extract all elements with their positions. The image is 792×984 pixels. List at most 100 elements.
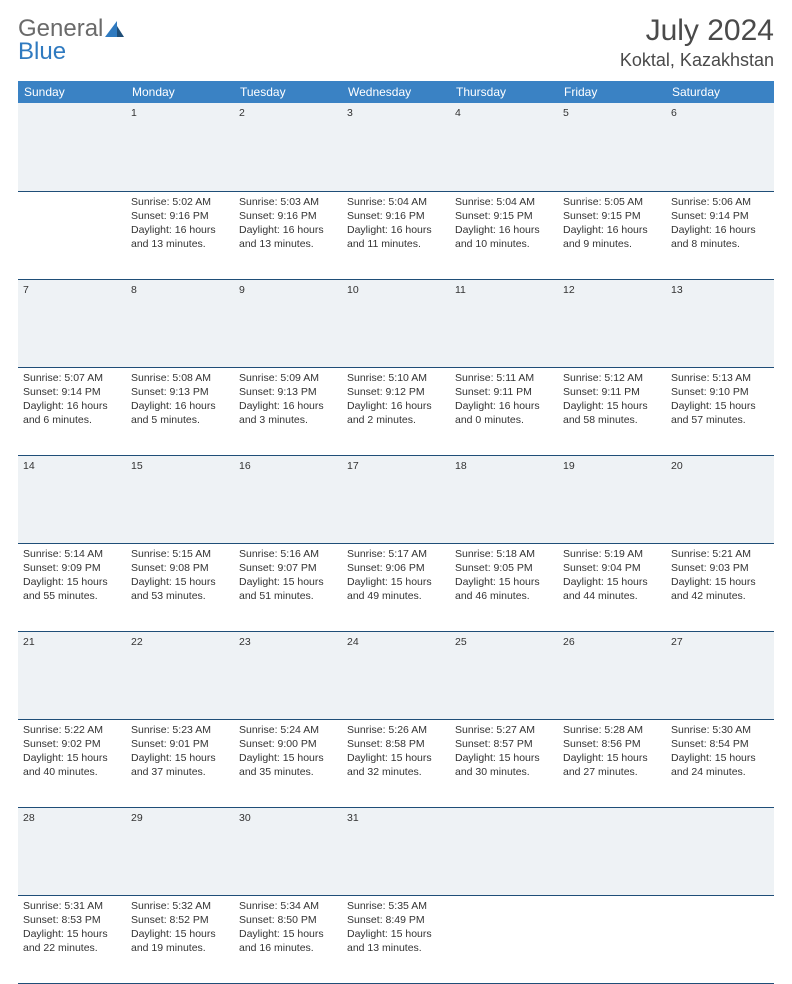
day-number (18, 103, 126, 191)
sunset-text: Sunset: 9:10 PM (671, 385, 769, 399)
sunrise-text: Sunrise: 5:24 AM (239, 723, 337, 737)
weekday-header: Saturday (666, 81, 774, 103)
day-number: 7 (18, 279, 126, 367)
week-row: Sunrise: 5:07 AMSunset: 9:14 PMDaylight:… (18, 367, 774, 455)
day-cell: Sunrise: 5:31 AMSunset: 8:53 PMDaylight:… (18, 895, 126, 983)
day-number: 22 (126, 631, 234, 719)
daylight-text: Daylight: 15 hours and 44 minutes. (563, 575, 661, 603)
sunrise-text: Sunrise: 5:07 AM (23, 371, 121, 385)
day-cell (558, 895, 666, 983)
day-cell: Sunrise: 5:07 AMSunset: 9:14 PMDaylight:… (18, 367, 126, 455)
sunset-text: Sunset: 9:02 PM (23, 737, 121, 751)
sunrise-text: Sunrise: 5:12 AM (563, 371, 661, 385)
sunset-text: Sunset: 9:14 PM (23, 385, 121, 399)
day-number: 14 (18, 455, 126, 543)
daylight-text: Daylight: 15 hours and 13 minutes. (347, 927, 445, 955)
sunset-text: Sunset: 9:01 PM (131, 737, 229, 751)
sunrise-text: Sunrise: 5:10 AM (347, 371, 445, 385)
sunset-text: Sunset: 9:13 PM (239, 385, 337, 399)
sunset-text: Sunset: 8:56 PM (563, 737, 661, 751)
sunset-text: Sunset: 8:52 PM (131, 913, 229, 927)
day-number: 5 (558, 103, 666, 191)
weekday-header: Tuesday (234, 81, 342, 103)
sunrise-text: Sunrise: 5:09 AM (239, 371, 337, 385)
location-label: Koktal, Kazakhstan (620, 50, 774, 71)
daylight-text: Daylight: 15 hours and 40 minutes. (23, 751, 121, 779)
sunrise-text: Sunrise: 5:31 AM (23, 899, 121, 913)
daylight-text: Daylight: 15 hours and 42 minutes. (671, 575, 769, 603)
daynum-row: 28293031 (18, 807, 774, 895)
day-cell: Sunrise: 5:34 AMSunset: 8:50 PMDaylight:… (234, 895, 342, 983)
day-cell: Sunrise: 5:02 AMSunset: 9:16 PMDaylight:… (126, 191, 234, 279)
day-number: 24 (342, 631, 450, 719)
sunrise-text: Sunrise: 5:15 AM (131, 547, 229, 561)
day-cell: Sunrise: 5:35 AMSunset: 8:49 PMDaylight:… (342, 895, 450, 983)
day-number: 16 (234, 455, 342, 543)
day-cell: Sunrise: 5:03 AMSunset: 9:16 PMDaylight:… (234, 191, 342, 279)
sunrise-text: Sunrise: 5:22 AM (23, 723, 121, 737)
sunrise-text: Sunrise: 5:05 AM (563, 195, 661, 209)
day-number: 15 (126, 455, 234, 543)
daylight-text: Daylight: 15 hours and 37 minutes. (131, 751, 229, 779)
daylight-text: Daylight: 16 hours and 6 minutes. (23, 399, 121, 427)
title-block: July 2024 Koktal, Kazakhstan (620, 14, 774, 71)
sunset-text: Sunset: 9:03 PM (671, 561, 769, 575)
sunset-text: Sunset: 9:11 PM (563, 385, 661, 399)
daylight-text: Daylight: 16 hours and 2 minutes. (347, 399, 445, 427)
day-cell: Sunrise: 5:08 AMSunset: 9:13 PMDaylight:… (126, 367, 234, 455)
sunrise-text: Sunrise: 5:34 AM (239, 899, 337, 913)
day-number (450, 807, 558, 895)
day-cell: Sunrise: 5:04 AMSunset: 9:15 PMDaylight:… (450, 191, 558, 279)
day-number (666, 807, 774, 895)
daylight-text: Daylight: 15 hours and 24 minutes. (671, 751, 769, 779)
week-row: Sunrise: 5:14 AMSunset: 9:09 PMDaylight:… (18, 543, 774, 631)
sunset-text: Sunset: 8:57 PM (455, 737, 553, 751)
day-number: 13 (666, 279, 774, 367)
sunset-text: Sunset: 9:12 PM (347, 385, 445, 399)
day-cell: Sunrise: 5:16 AMSunset: 9:07 PMDaylight:… (234, 543, 342, 631)
daylight-text: Daylight: 15 hours and 55 minutes. (23, 575, 121, 603)
sunset-text: Sunset: 9:08 PM (131, 561, 229, 575)
day-number: 17 (342, 455, 450, 543)
weekday-header: Wednesday (342, 81, 450, 103)
day-cell: Sunrise: 5:18 AMSunset: 9:05 PMDaylight:… (450, 543, 558, 631)
sunrise-text: Sunrise: 5:23 AM (131, 723, 229, 737)
day-number: 3 (342, 103, 450, 191)
sunrise-text: Sunrise: 5:02 AM (131, 195, 229, 209)
sunrise-text: Sunrise: 5:21 AM (671, 547, 769, 561)
day-number: 27 (666, 631, 774, 719)
day-number: 30 (234, 807, 342, 895)
day-cell: Sunrise: 5:28 AMSunset: 8:56 PMDaylight:… (558, 719, 666, 807)
daylight-text: Daylight: 15 hours and 46 minutes. (455, 575, 553, 603)
sunrise-text: Sunrise: 5:28 AM (563, 723, 661, 737)
day-cell: Sunrise: 5:24 AMSunset: 9:00 PMDaylight:… (234, 719, 342, 807)
sunset-text: Sunset: 9:16 PM (131, 209, 229, 223)
daynum-row: 14151617181920 (18, 455, 774, 543)
day-cell (18, 191, 126, 279)
weekday-header: Monday (126, 81, 234, 103)
day-cell: Sunrise: 5:11 AMSunset: 9:11 PMDaylight:… (450, 367, 558, 455)
sunset-text: Sunset: 9:09 PM (23, 561, 121, 575)
page-title: July 2024 (620, 14, 774, 48)
sunrise-text: Sunrise: 5:19 AM (563, 547, 661, 561)
day-number: 2 (234, 103, 342, 191)
sunset-text: Sunset: 9:16 PM (239, 209, 337, 223)
weekday-header: Sunday (18, 81, 126, 103)
day-cell: Sunrise: 5:06 AMSunset: 9:14 PMDaylight:… (666, 191, 774, 279)
daylight-text: Daylight: 15 hours and 51 minutes. (239, 575, 337, 603)
sunrise-text: Sunrise: 5:35 AM (347, 899, 445, 913)
week-row: Sunrise: 5:02 AMSunset: 9:16 PMDaylight:… (18, 191, 774, 279)
weekday-header: Thursday (450, 81, 558, 103)
sunset-text: Sunset: 8:50 PM (239, 913, 337, 927)
brand-logo: GeneralBlue (18, 18, 125, 64)
sunrise-text: Sunrise: 5:16 AM (239, 547, 337, 561)
week-row: Sunrise: 5:31 AMSunset: 8:53 PMDaylight:… (18, 895, 774, 983)
sunset-text: Sunset: 8:49 PM (347, 913, 445, 927)
sunrise-text: Sunrise: 5:03 AM (239, 195, 337, 209)
daylight-text: Daylight: 15 hours and 32 minutes. (347, 751, 445, 779)
sunset-text: Sunset: 9:11 PM (455, 385, 553, 399)
daylight-text: Daylight: 15 hours and 35 minutes. (239, 751, 337, 779)
sunrise-text: Sunrise: 5:04 AM (347, 195, 445, 209)
sunset-text: Sunset: 9:15 PM (563, 209, 661, 223)
day-number: 25 (450, 631, 558, 719)
